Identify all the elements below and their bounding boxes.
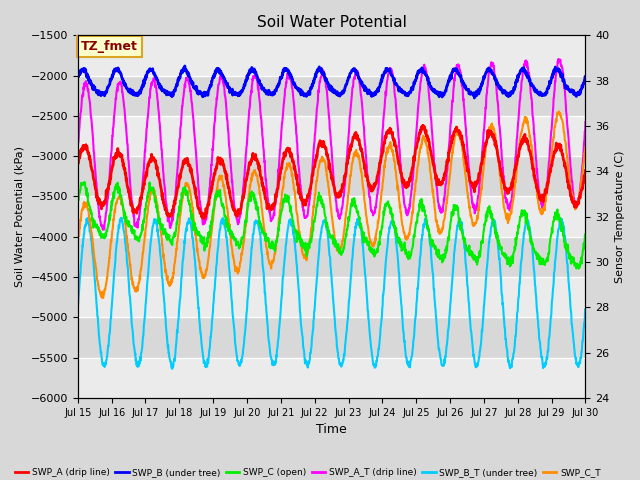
Y-axis label: Soil Water Potential (kPa): Soil Water Potential (kPa) — [15, 146, 25, 287]
Legend: SWP_A (drip line), SWP_B (under tree), SWP_C (open), SWP_A_T (drip line), SWP_B_: SWP_A (drip line), SWP_B (under tree), S… — [11, 464, 604, 480]
X-axis label: Time: Time — [316, 423, 347, 436]
Y-axis label: Sensor Temperature (C): Sensor Temperature (C) — [615, 150, 625, 283]
Text: TZ_fmet: TZ_fmet — [81, 40, 138, 53]
Title: Soil Water Potential: Soil Water Potential — [257, 15, 406, 30]
Bar — [78, 116, 586, 156]
Bar — [78, 196, 586, 237]
Bar — [78, 36, 586, 76]
Bar — [78, 358, 586, 398]
Bar — [78, 277, 586, 317]
